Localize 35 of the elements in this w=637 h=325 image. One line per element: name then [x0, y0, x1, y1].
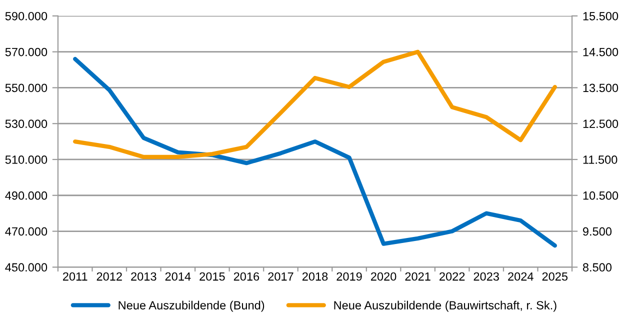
- x-tick-label: 2015: [200, 272, 225, 281]
- y2-tick-label: 13.500: [583, 84, 618, 92]
- y-tick-label: 530.000: [5, 120, 48, 128]
- y2-tick-label: 14.500: [583, 48, 618, 56]
- y2-tick-label: 11.500: [583, 156, 618, 164]
- x-tick-label: 2023: [474, 272, 499, 281]
- y-tick-label: 470.000: [5, 227, 48, 236]
- line-series: [73, 50, 557, 160]
- x-tick-label: 2024: [508, 272, 534, 281]
- y-tick-label: 550.000: [5, 84, 48, 92]
- y2-tick-label: 15.500: [583, 12, 618, 20]
- x-tick-label: 2020: [371, 272, 396, 281]
- y-tick-label: 590.000: [5, 12, 48, 20]
- y2-tick-label: 8.500: [582, 263, 612, 272]
- x-tick-label: 2022: [440, 272, 465, 281]
- line-series: [73, 56, 557, 248]
- x-tick-label: 2012: [96, 272, 122, 281]
- x-tick-label: 2016: [234, 272, 260, 281]
- x-tick-label: 2018: [302, 272, 328, 281]
- x-tick-label: 2025: [542, 272, 568, 281]
- x-tick-label: 2019: [336, 272, 362, 281]
- y2-tick-label: 9.500: [582, 227, 612, 236]
- x-tick-label: 2021: [405, 272, 430, 281]
- y-tick-label: 450.000: [5, 263, 48, 272]
- x-tick-label: 2011: [63, 272, 88, 281]
- legend-label: Neue Auszubildende (Bauwirtschaft, r. Sk.): [334, 300, 556, 312]
- x-tick-label: 2017: [268, 272, 294, 281]
- y-tick-label: 490.000: [5, 191, 48, 200]
- y2-tick-label: 10.500: [583, 191, 618, 200]
- x-tick-label: 2013: [131, 272, 156, 281]
- legend-label: Neue Auszubildende (Bund): [118, 300, 264, 312]
- y-tick-label: 510.000: [5, 156, 48, 164]
- y2-tick-label: 12.500: [583, 120, 618, 128]
- y-tick-label: 570.000: [5, 48, 48, 56]
- x-tick-label: 2014: [165, 272, 191, 281]
